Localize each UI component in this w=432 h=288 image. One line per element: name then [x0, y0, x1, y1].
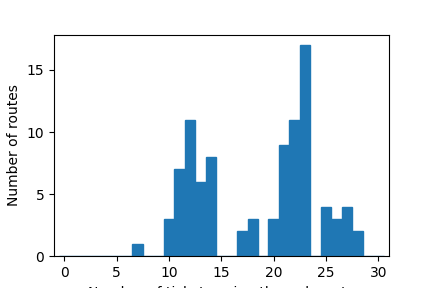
Bar — [300, 45, 310, 256]
Bar — [206, 157, 216, 256]
Bar — [185, 120, 195, 256]
Bar — [237, 232, 248, 256]
Bar — [331, 219, 342, 256]
Bar — [342, 206, 352, 256]
Bar — [133, 244, 143, 256]
Bar — [175, 169, 185, 256]
Y-axis label: Number of routes: Number of routes — [7, 84, 21, 206]
X-axis label: Number of tickets going through route: Number of tickets going through route — [88, 286, 355, 288]
Bar — [352, 232, 362, 256]
Bar — [289, 120, 300, 256]
Bar — [321, 206, 331, 256]
Bar — [268, 219, 279, 256]
Bar — [164, 219, 175, 256]
Bar — [248, 219, 258, 256]
Bar — [279, 145, 289, 256]
Bar — [195, 182, 206, 256]
